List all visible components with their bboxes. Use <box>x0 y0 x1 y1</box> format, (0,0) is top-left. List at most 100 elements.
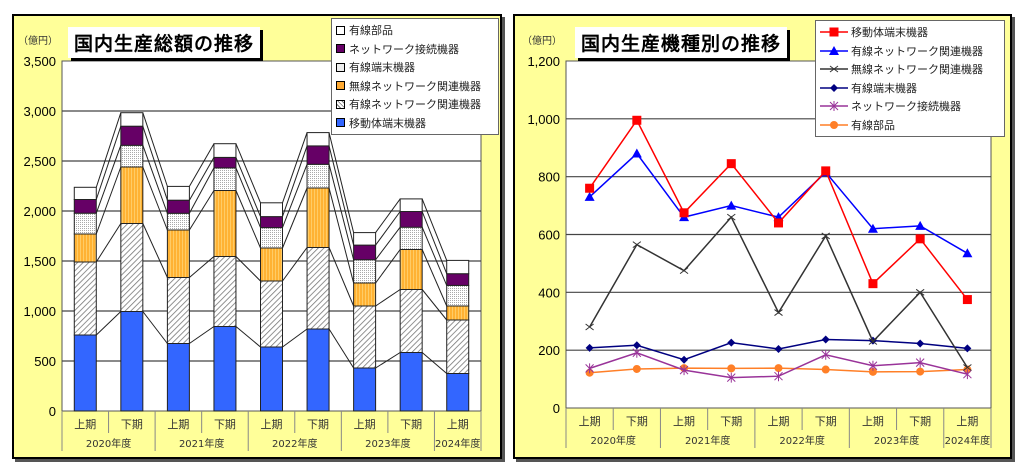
data-point-star <box>679 365 689 376</box>
data-point-square <box>726 159 736 169</box>
y-tick-label: 3,000 <box>23 104 56 119</box>
x-tick-label: 上期 <box>261 418 283 431</box>
bar-segment <box>306 247 330 330</box>
legend-label: 有線ネットワーク関連機器 <box>851 44 983 58</box>
legend-item-wired-terminal: 有線端末機器 <box>336 58 494 77</box>
data-point-circle <box>916 367 925 376</box>
data-point-square <box>868 279 878 289</box>
legend-label: 有線部品 <box>349 24 393 38</box>
bar-segment <box>306 328 330 412</box>
bar-segment <box>399 211 423 228</box>
series-connector-line <box>421 227 448 286</box>
data-point-diamond <box>916 339 925 348</box>
data-point-square <box>821 166 831 176</box>
x-group-label: 2024年度 <box>945 434 990 447</box>
data-point-diamond <box>963 344 972 353</box>
bar-segment <box>166 185 190 201</box>
y-tick-label: 1,000 <box>527 112 560 127</box>
bar-segment <box>306 187 330 248</box>
x-tick-label: 下期 <box>815 415 837 428</box>
series-connector-line <box>328 247 355 307</box>
series-connector-line <box>421 198 448 261</box>
data-point-diamond <box>727 338 736 347</box>
bar-segment <box>353 232 377 246</box>
data-point-x <box>963 364 972 371</box>
x-group-label: 2022年度 <box>779 434 824 447</box>
x-tick-label: 上期 <box>74 418 96 431</box>
legend-label: 移動体端末機器 <box>851 26 928 40</box>
bar-segment <box>446 319 470 374</box>
series-connector-line <box>189 326 215 344</box>
y-tick-label: 3,500 <box>23 54 56 69</box>
y-tick-label: 1,500 <box>23 254 56 269</box>
data-point-triangle <box>867 223 878 233</box>
bar-segment <box>213 256 237 327</box>
x-tick-label: 下期 <box>214 418 236 431</box>
legend-label: 無線ネットワーク関連機器 <box>851 63 983 77</box>
legend-marker-diamond-icon <box>820 83 848 92</box>
bar-segment <box>213 326 237 412</box>
series-connector-line <box>95 311 122 336</box>
x-tick-label: 上期 <box>579 415 601 428</box>
bar-segment <box>399 289 423 353</box>
legend-marker-triangle-icon <box>820 45 848 55</box>
series-connector-line <box>328 187 355 284</box>
series-connector-line <box>95 145 122 214</box>
data-point-circle <box>774 364 783 373</box>
bar-segment <box>399 352 423 412</box>
legend-swatch <box>336 99 345 109</box>
legend-item-network-connection: ネットワーク接続機器 <box>820 97 1000 116</box>
x-group-label: 2021年度 <box>685 434 730 447</box>
x-tick-label: 下期 <box>400 418 422 431</box>
series-connector-line <box>375 289 401 307</box>
series-connector-line <box>282 247 308 282</box>
legend-item-wired-parts: 有線部品 <box>336 21 494 40</box>
series-connector-line <box>375 249 401 284</box>
right-y-unit: （億円） <box>522 36 562 47</box>
data-point-circle <box>632 364 641 373</box>
legend-label: ネットワーク接続機器 <box>851 100 961 114</box>
bar-segment <box>166 199 190 214</box>
series-connector-line <box>328 132 355 233</box>
bar-segment <box>166 212 190 231</box>
y-tick-label: 600 <box>538 228 560 243</box>
legend-label: 有線端末機器 <box>349 61 415 75</box>
y-tick-label: 2,000 <box>23 204 56 219</box>
data-point-star <box>585 363 594 374</box>
bar-segment <box>166 343 190 412</box>
bar-segment <box>353 305 377 369</box>
bar-segment <box>213 143 237 158</box>
y-tick-label: 2,500 <box>23 154 56 169</box>
series-connector-line <box>142 223 168 278</box>
legend-label: 無線ネットワーク関連機器 <box>349 79 481 93</box>
bar-segment <box>446 273 470 286</box>
legend-marker-circle-icon <box>820 120 848 129</box>
x-tick-label: 上期 <box>673 415 695 428</box>
x-group-label: 2022年度 <box>272 437 317 450</box>
data-point-diamond <box>632 341 641 350</box>
data-point-square <box>679 208 689 218</box>
series-connector-line <box>421 249 448 307</box>
series-connector-line <box>95 166 122 235</box>
bar-segment <box>399 249 423 290</box>
x-group-label: 2020年度 <box>86 437 131 450</box>
data-point-x <box>868 338 878 345</box>
series-connector-line <box>282 145 308 217</box>
bar-segment <box>120 166 144 224</box>
data-point-diamond <box>680 355 689 364</box>
series-connector-line <box>142 166 168 231</box>
series-connector-line <box>328 328 355 369</box>
legend-swatch <box>336 118 345 128</box>
data-point-x <box>679 267 689 275</box>
bar-segment <box>353 282 377 307</box>
x-tick-label: 下期 <box>720 415 742 428</box>
series-connector-line <box>375 352 401 369</box>
bar-segment <box>446 305 470 321</box>
x-tick-label: 上期 <box>862 415 884 428</box>
x-tick-label: 上期 <box>768 415 790 428</box>
series-connector-line <box>142 311 168 344</box>
legend-item-wireless-network: 無線ネットワーク関連機器 <box>820 60 1000 79</box>
y-tick-label: 1,200 <box>527 54 560 69</box>
series-connector-line <box>95 223 122 263</box>
data-point-diamond <box>585 343 594 352</box>
